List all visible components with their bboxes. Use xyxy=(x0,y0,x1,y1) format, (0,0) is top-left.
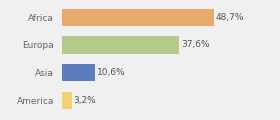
Bar xyxy=(62,64,95,81)
Text: 3,2%: 3,2% xyxy=(73,96,96,105)
Text: 10,6%: 10,6% xyxy=(97,68,125,77)
Bar xyxy=(62,9,214,26)
Text: 48,7%: 48,7% xyxy=(216,13,244,22)
Text: 37,6%: 37,6% xyxy=(181,40,210,49)
Bar xyxy=(62,92,72,109)
Bar xyxy=(62,36,179,54)
